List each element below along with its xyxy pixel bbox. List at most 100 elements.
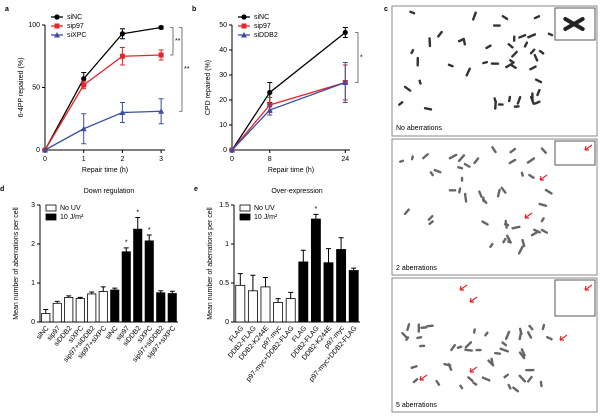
chromosome — [502, 237, 507, 244]
chromosome — [450, 343, 457, 352]
legend-label: siDDB2 — [254, 32, 278, 39]
chromosome — [526, 375, 533, 383]
marker — [81, 82, 87, 88]
chromosome — [456, 345, 463, 350]
annotation: * — [136, 209, 139, 216]
x-axis-label: Repair time (h) — [268, 167, 314, 174]
error-bar — [250, 274, 256, 291]
marker — [54, 32, 60, 38]
chromosome — [497, 103, 504, 106]
chromosome — [447, 363, 453, 371]
chromosome — [417, 323, 421, 333]
chromosome — [499, 347, 509, 353]
chromosome — [530, 230, 539, 237]
chromosome — [494, 351, 502, 355]
marker — [342, 79, 349, 85]
marker — [80, 125, 87, 132]
bar — [323, 262, 334, 323]
chromosome — [428, 220, 434, 226]
panel-label: a — [5, 6, 9, 13]
bar — [310, 218, 321, 323]
chromosome — [509, 147, 517, 154]
chromosome — [526, 157, 536, 164]
y-tick-label: 20 — [219, 97, 227, 104]
annotation: ** — [175, 38, 181, 45]
chromosome — [531, 92, 534, 103]
panel-label: c — [384, 6, 388, 13]
bar — [336, 249, 347, 323]
chromosome — [482, 196, 485, 202]
chromosome — [401, 331, 409, 340]
chromosome — [511, 225, 521, 230]
legend-label: siNC — [67, 14, 82, 21]
chromosome — [544, 188, 553, 195]
chromosome — [534, 78, 543, 84]
chromosome — [509, 59, 515, 64]
chromosome — [540, 228, 549, 234]
marker — [342, 29, 348, 36]
annotation: ** — [184, 66, 190, 73]
chromosome — [448, 153, 458, 160]
chromosome — [472, 328, 476, 334]
chromosome — [428, 37, 432, 48]
chromosome — [467, 376, 474, 383]
chromosome — [523, 41, 529, 48]
chromosome — [459, 384, 464, 390]
chromosome — [533, 15, 541, 20]
caption: 2 aberrations — [396, 265, 437, 272]
legend-label: sip97 — [254, 23, 271, 30]
chromosome — [412, 378, 419, 384]
chromosome — [398, 101, 404, 106]
chromosome — [540, 217, 545, 223]
chromosome — [484, 331, 489, 337]
chromosome — [503, 373, 510, 379]
chromosome — [418, 79, 422, 85]
chromosome — [538, 202, 548, 207]
y-tick-label: 50 — [219, 22, 227, 29]
chromosome — [529, 48, 536, 55]
bar — [41, 313, 51, 323]
chromosome — [423, 106, 433, 111]
chromosome — [478, 190, 483, 198]
y-axis-label: Mean number of aberrations per cell — [207, 207, 214, 320]
bar — [110, 289, 120, 323]
marker — [42, 147, 48, 153]
marker — [81, 76, 87, 82]
chromosome — [399, 159, 405, 163]
chromosome — [457, 37, 465, 43]
chromosome — [464, 341, 473, 349]
x-tick-label: 24 — [341, 156, 349, 163]
y-axis-label: 6-4PP repaired (%) — [18, 58, 25, 118]
arrow — [559, 334, 568, 341]
chromosome — [475, 348, 482, 352]
caption: No aberrations — [396, 125, 442, 132]
annotation: * — [360, 54, 363, 61]
annotation: * — [148, 227, 151, 234]
error-bar — [313, 213, 319, 220]
chromosome — [536, 88, 541, 97]
chromosome — [511, 50, 518, 58]
chromosome — [492, 24, 501, 27]
error-bar — [135, 216, 141, 230]
y-tick-label: 3 — [31, 202, 35, 209]
x-tick-label: 3 — [159, 156, 163, 163]
panel-label: b — [192, 6, 196, 13]
marker — [119, 109, 126, 115]
y-tick-label: 2 — [31, 241, 35, 248]
chromosome — [500, 186, 507, 194]
chromosome — [547, 32, 554, 37]
chromosome — [403, 208, 410, 216]
chromosome — [416, 336, 423, 340]
error-bar — [100, 286, 106, 292]
chromosome — [457, 154, 466, 163]
chromosome — [420, 326, 428, 329]
chromosome — [493, 97, 497, 104]
error-bar — [338, 237, 344, 250]
marker — [267, 89, 273, 96]
legend-swatch — [45, 213, 57, 221]
chromosome — [504, 330, 511, 340]
y-tick-label: 100 — [28, 22, 40, 29]
chromosome — [507, 95, 512, 103]
y-tick-label: 0.5 — [219, 280, 229, 287]
